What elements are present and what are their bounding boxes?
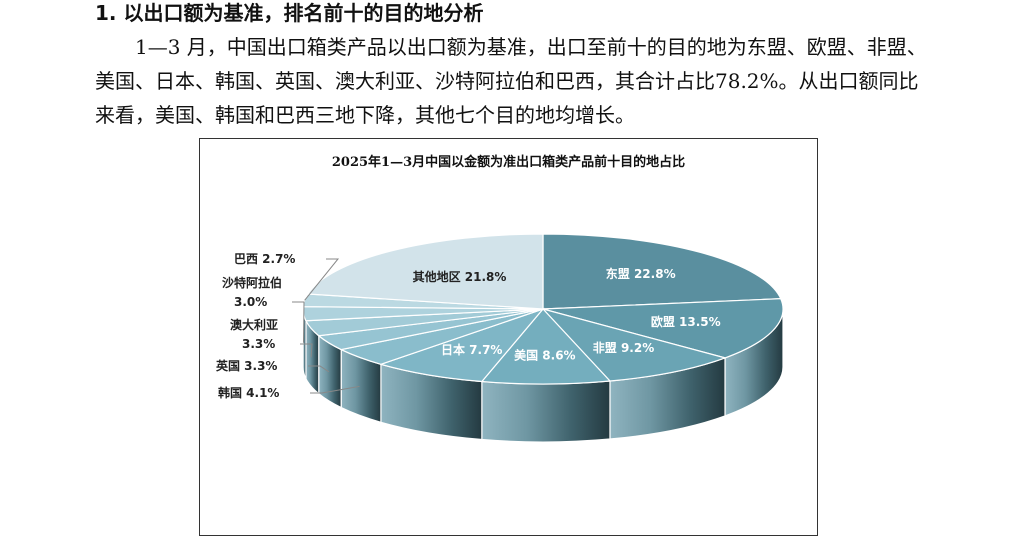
pie-chart: 东盟 22.8% 欧盟 13.5% 非盟 9.2% 美国 8.6% 日本 7.7% 韩国 … [199, 138, 818, 536]
chart-title: 2025年1—3月中国以金额为准出口箱类产品前十目的地占比 [331, 155, 686, 170]
data-label-4: 日本 7.7% [441, 342, 502, 357]
data-label-2: 非盟 9.2% [593, 340, 654, 355]
pie-slice-1 [542, 298, 784, 359]
data-label-6: 英国 3.3% [216, 358, 277, 373]
pie-slice-3 [480, 308, 612, 385]
leader-line-7 [300, 343, 313, 358]
data-label-9: 巴西 2.7% [234, 252, 295, 266]
data-label-3: 美国 8.6% [514, 347, 575, 362]
leader-line-5 [310, 385, 360, 394]
section-heading: 1. 以出口额为基准，排名前十的目的地分析 [95, 1, 484, 25]
pie-slice-4 [378, 307, 545, 383]
data-label-0: 东盟 22.8% [606, 266, 676, 281]
data-label-8: 沙特阿拉伯 3.0% [222, 275, 282, 309]
leader-line-9 [304, 258, 340, 301]
data-label-7: 澳大利亚 3.3% [230, 317, 278, 351]
data-label-5: 韩国 4.1% [218, 385, 279, 400]
data-label-1: 欧盟 13.5% [651, 314, 721, 329]
leader-line-6 [308, 365, 330, 373]
pie-chart-canvas: 东盟 22.8% 欧盟 13.5% 非盟 9.2% 美国 8.6% 日本 7.7% 韩国 … [216, 233, 784, 443]
leader-line-8 [292, 301, 305, 343]
pie-slice-0 [542, 233, 782, 310]
pie-slice-2 [541, 307, 728, 382]
data-label-10: 其他地区 21.8% [413, 269, 507, 284]
pie-side-3 [481, 380, 611, 443]
section-paragraph: 1—3 月，中国出口箱类产品以出口额为基准，出口至前十的目的地为东盟、欧盟、非盟… [95, 35, 927, 127]
